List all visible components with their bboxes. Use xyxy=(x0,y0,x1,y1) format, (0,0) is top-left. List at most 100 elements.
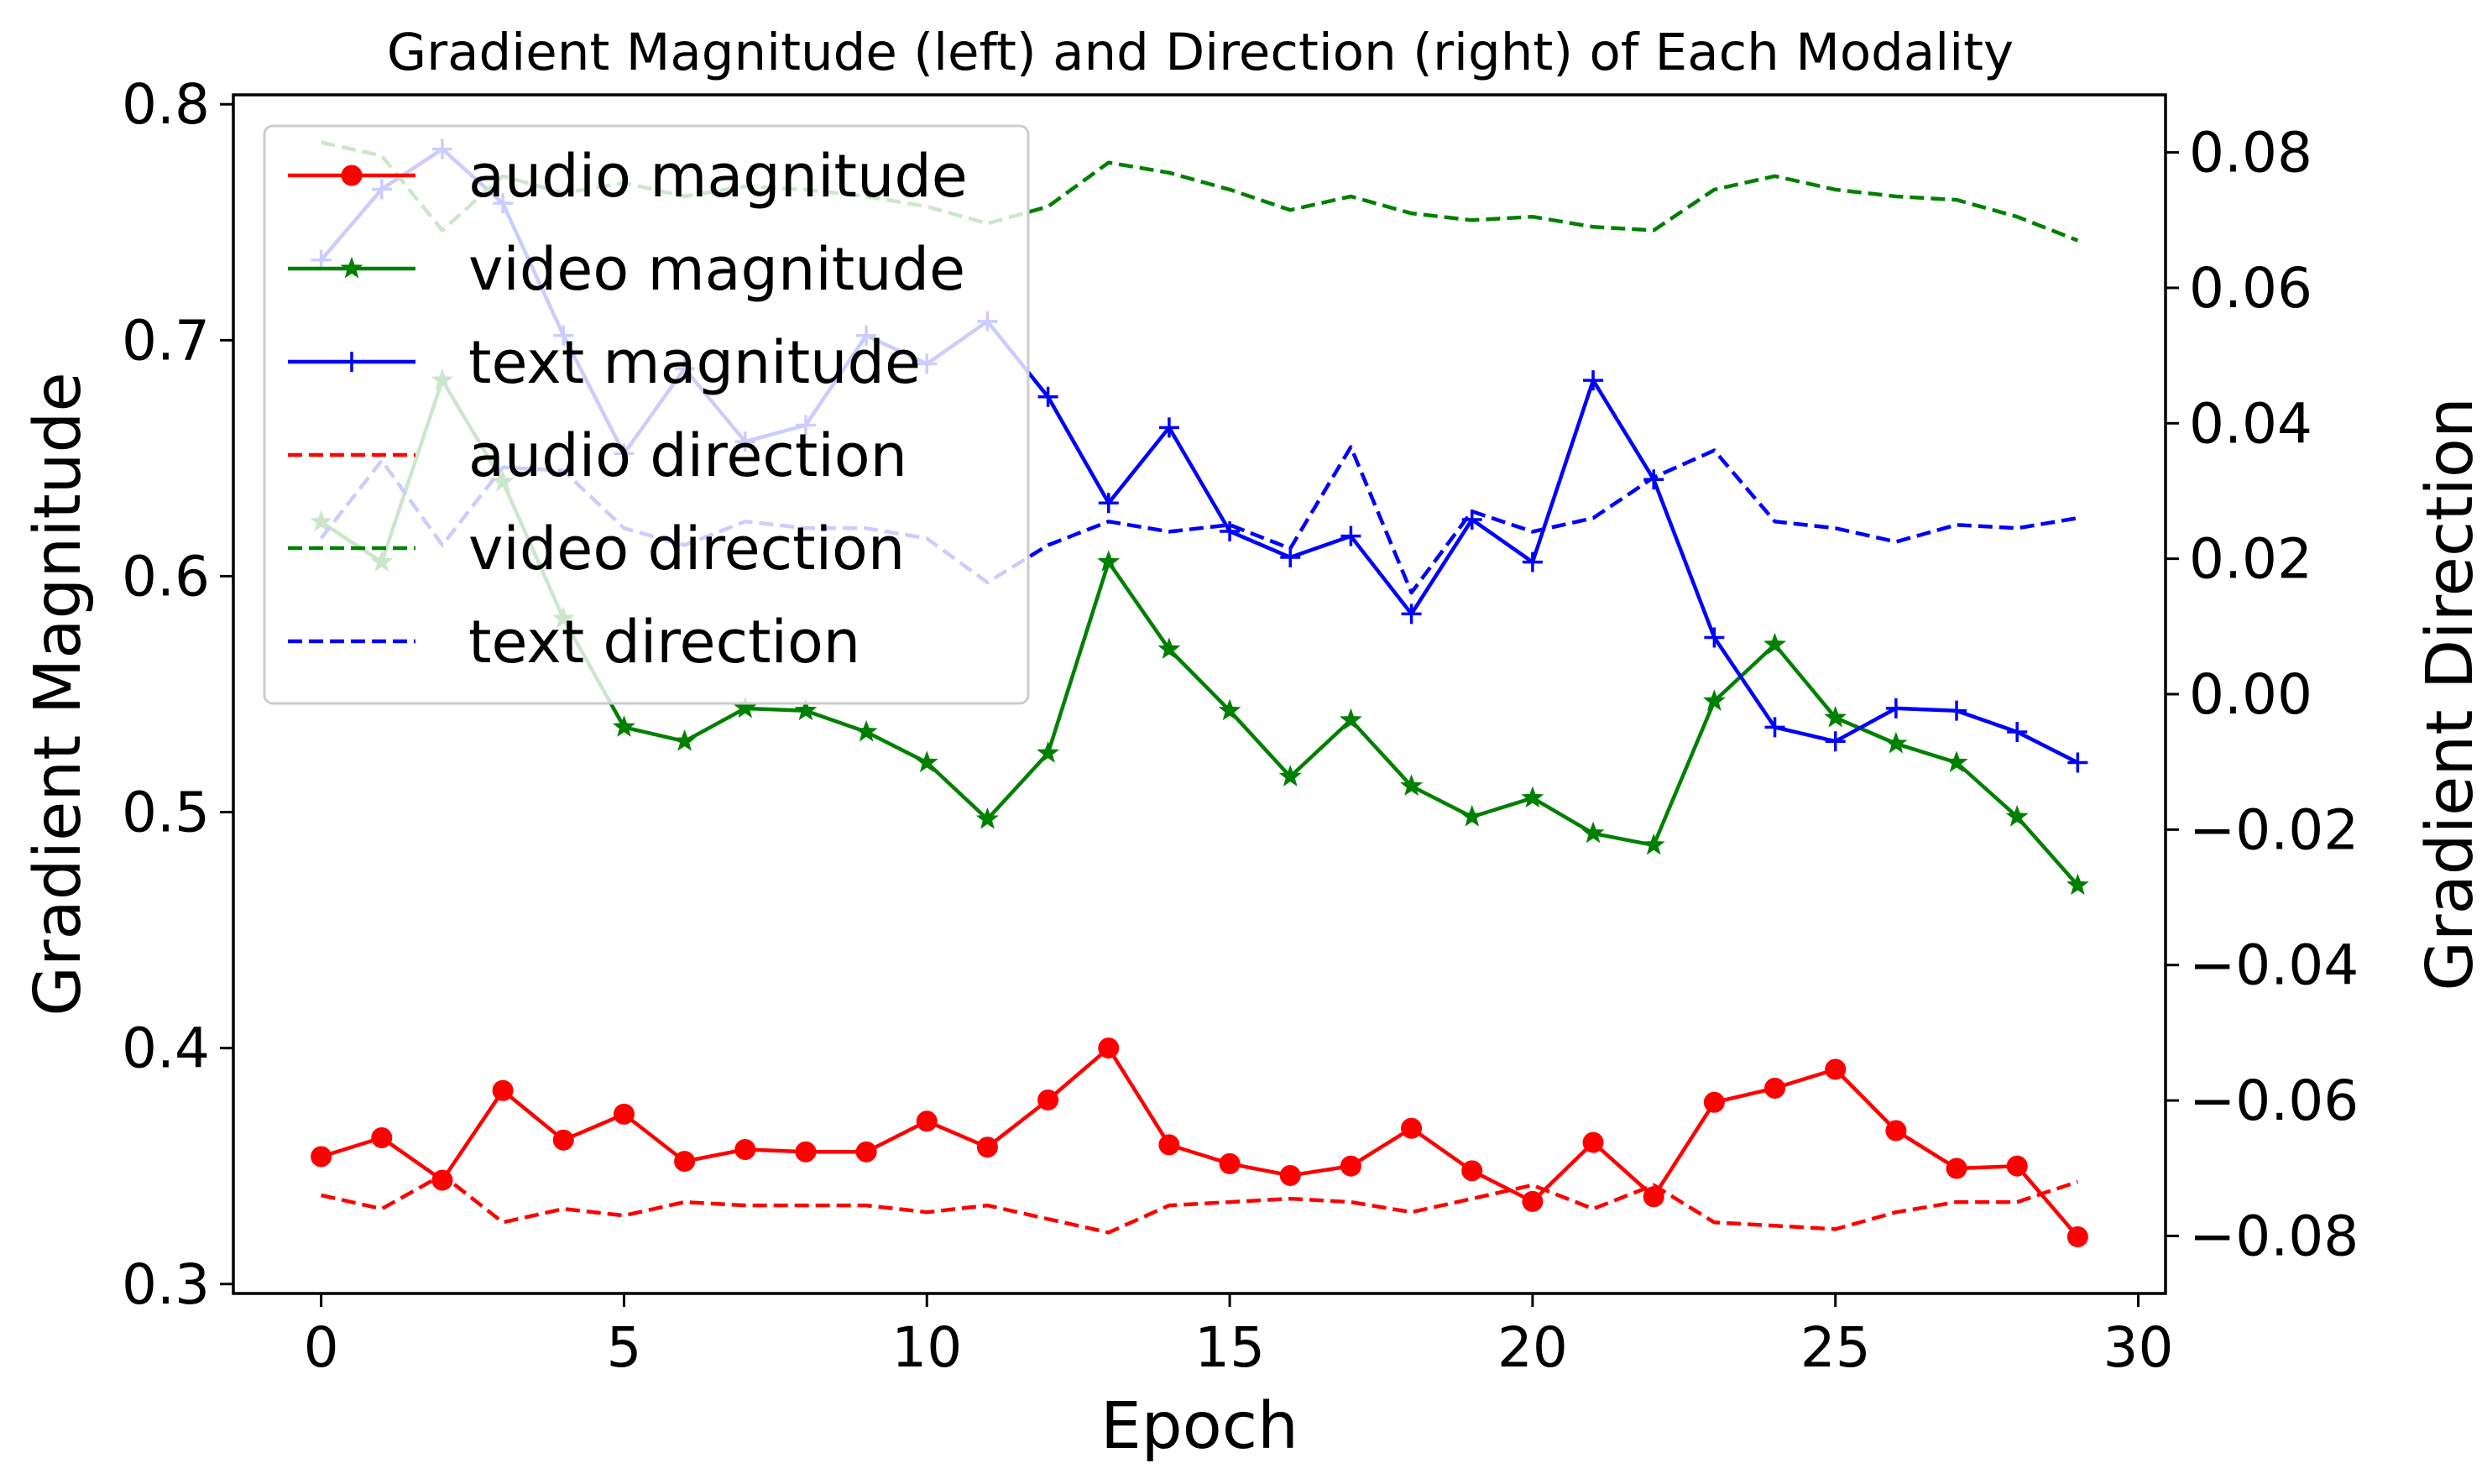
legend-item-audio-magnitude: audio magnitude xyxy=(288,142,968,211)
data-point-audio-magnitude xyxy=(734,1139,756,1161)
data-point-text-magnitude xyxy=(1401,604,1422,624)
data-point-audio-magnitude xyxy=(1825,1058,1847,1080)
data-point-text-magnitude xyxy=(1825,731,1846,752)
x-axis-ticks: 0 5 10 15 20 25 30 xyxy=(304,1293,2174,1380)
data-point-video-magnitude xyxy=(975,807,999,829)
legend-item-text-magnitude: text magnitude xyxy=(288,328,921,397)
data-point-audio-magnitude xyxy=(492,1079,514,1101)
legend-label-audio-magnitude: audio magnitude xyxy=(468,142,968,211)
series-line-video-magnitude xyxy=(320,378,2080,887)
data-point-text-magnitude xyxy=(1340,525,1361,546)
legend-marker-video-magnitude xyxy=(340,256,363,279)
data-point-audio-magnitude xyxy=(976,1137,998,1158)
right-y-tick-label: 0.06 xyxy=(2189,256,2312,321)
data-point-audio-magnitude xyxy=(1340,1155,1361,1177)
data-point-video-magnitude xyxy=(1521,786,1544,808)
legend-item-video-direction: video direction xyxy=(288,515,905,583)
data-point-text-magnitude xyxy=(1946,700,1967,721)
data-point-text-magnitude xyxy=(1522,551,1543,572)
data-point-audio-magnitude xyxy=(1703,1091,1725,1113)
data-point-audio-magnitude xyxy=(2006,1155,2028,1177)
data-point-video-magnitude xyxy=(794,698,818,721)
data-point-text-magnitude xyxy=(1098,493,1119,514)
left-y-axis-ticks: 0.3 0.4 0.5 0.6 0.7 0.8 xyxy=(122,72,233,1317)
x-tick-label: 0 xyxy=(304,1315,339,1380)
data-point-audio-magnitude xyxy=(2066,1226,2088,1248)
data-point-text-magnitude xyxy=(1704,627,1725,648)
data-point-audio-magnitude xyxy=(674,1151,696,1173)
data-point-video-magnitude xyxy=(1884,731,1908,754)
data-point-audio-magnitude xyxy=(1158,1134,1180,1156)
series-audio-magnitude xyxy=(311,1037,2088,1248)
left-y-tick-label: 0.8 xyxy=(122,72,210,137)
right-y-tick-label: −0.08 xyxy=(2189,1204,2359,1268)
x-axis-label: Epoch xyxy=(1100,1389,1298,1464)
data-point-audio-magnitude xyxy=(1098,1037,1120,1059)
data-point-video-magnitude xyxy=(915,750,938,772)
data-point-audio-magnitude xyxy=(1401,1117,1423,1139)
legend: audio magnitude video magnitude text magni… xyxy=(263,124,1030,705)
legend-item-audio-direction: audio direction xyxy=(288,421,907,490)
data-point-audio-magnitude xyxy=(1885,1120,1907,1142)
data-point-audio-magnitude xyxy=(371,1126,393,1148)
x-tick-label: 25 xyxy=(1800,1315,1871,1380)
data-point-audio-magnitude xyxy=(613,1103,635,1125)
x-tick-label: 30 xyxy=(2103,1315,2174,1380)
data-point-video-magnitude xyxy=(1642,833,1665,855)
legend-box xyxy=(263,124,1030,705)
left-y-tick-label: 0.6 xyxy=(122,544,210,609)
data-point-video-magnitude xyxy=(1763,632,1787,655)
data-point-audio-magnitude xyxy=(1279,1164,1301,1186)
data-point-video-magnitude xyxy=(1945,750,1968,772)
x-tick-label: 20 xyxy=(1497,1315,1568,1380)
data-point-text-magnitude xyxy=(1220,521,1241,542)
legend-marker-audio-magnitude xyxy=(341,165,363,186)
right-y-tick-label: 0.08 xyxy=(2189,121,2312,186)
data-point-audio-magnitude xyxy=(1522,1190,1544,1212)
data-point-video-magnitude xyxy=(612,715,635,737)
data-point-video-magnitude xyxy=(1581,821,1605,844)
data-point-video-magnitude xyxy=(1400,774,1424,797)
legend-item-text-direction: text direction xyxy=(288,608,860,677)
data-point-text-magnitude xyxy=(2067,752,2088,773)
legend-label-video-direction: video direction xyxy=(468,515,905,583)
right-y-tick-label: −0.02 xyxy=(2189,797,2359,862)
right-y-tick-label: −0.06 xyxy=(2189,1069,2359,1133)
data-point-video-magnitude xyxy=(1339,708,1362,730)
right-y-tick-label: 0.02 xyxy=(2189,527,2312,592)
legend-item-video-magnitude: video magnitude xyxy=(288,235,965,304)
data-point-video-magnitude xyxy=(1460,805,1484,827)
data-point-text-magnitude xyxy=(1885,698,1906,718)
data-point-audio-magnitude xyxy=(795,1141,817,1163)
left-y-tick-label: 0.7 xyxy=(122,308,210,373)
data-point-video-magnitude xyxy=(1218,698,1241,721)
data-point-audio-magnitude xyxy=(916,1110,938,1132)
data-point-text-magnitude xyxy=(2007,721,2028,742)
data-point-text-magnitude xyxy=(1583,370,1604,391)
x-tick-label: 15 xyxy=(1194,1315,1265,1380)
data-point-audio-magnitude xyxy=(1219,1152,1241,1174)
data-point-text-magnitude xyxy=(1280,546,1301,567)
data-point-video-magnitude xyxy=(854,719,878,742)
legend-label-text-magnitude: text magnitude xyxy=(468,328,921,397)
data-point-video-magnitude xyxy=(1037,741,1060,763)
legend-marker-text-magnitude xyxy=(342,352,362,372)
data-point-audio-magnitude xyxy=(1946,1157,1967,1179)
left-y-tick-label: 0.4 xyxy=(122,1016,210,1081)
data-point-audio-magnitude xyxy=(1582,1131,1604,1153)
left-y-axis-label: Gradient Magnitude xyxy=(21,372,96,1016)
legend-label-video-magnitude: video magnitude xyxy=(468,235,965,304)
data-point-video-magnitude xyxy=(1157,637,1181,660)
x-tick-label: 10 xyxy=(891,1315,962,1380)
data-point-video-magnitude xyxy=(1097,550,1121,572)
legend-label-audio-direction: audio direction xyxy=(468,421,907,490)
data-point-text-magnitude xyxy=(1764,717,1785,738)
right-y-axis-label: Gradient Direction xyxy=(2413,397,2487,990)
chart-title: Gradient Magnitude (left) and Direction … xyxy=(387,23,2014,82)
data-point-video-magnitude xyxy=(1278,765,1302,786)
data-point-text-magnitude xyxy=(1037,386,1058,407)
data-point-video-magnitude xyxy=(673,729,697,751)
left-y-tick-label: 0.5 xyxy=(122,781,210,845)
right-y-axis-ticks: −0.08 −0.06 −0.04 −0.02 0.00 0.02 0.04 0.06 0.08 xyxy=(2166,121,2359,1268)
